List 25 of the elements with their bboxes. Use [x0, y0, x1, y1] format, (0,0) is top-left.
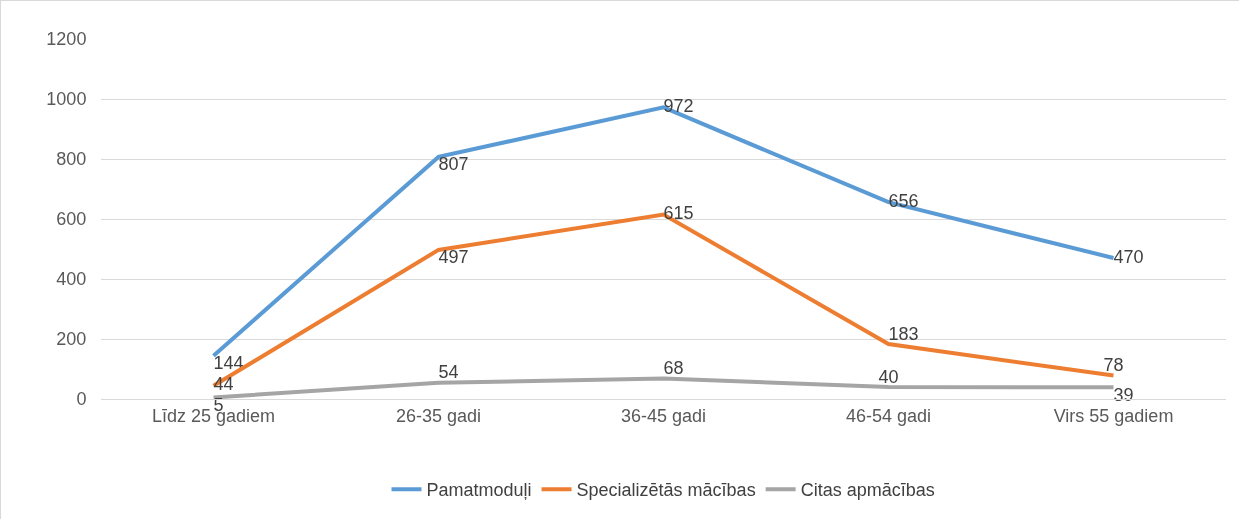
data-label: 470: [1113, 246, 1144, 267]
data-label: 54: [438, 362, 459, 383]
data-label: 497: [438, 247, 469, 268]
x-tick-label: 26-35 gadi: [395, 405, 482, 426]
x-tick-label: Virs 55 gadiem: [1053, 405, 1174, 426]
y-tick-label: 1000: [46, 89, 87, 110]
data-label: 144: [213, 353, 244, 374]
data-label: 615: [663, 203, 694, 223]
data-label: 972: [663, 95, 694, 116]
data-label: 68: [663, 358, 684, 379]
legend-label: Citas apmācības: [800, 480, 935, 501]
x-tick-label: 36-45 gadi: [620, 405, 707, 426]
y-tick-label: 200: [56, 329, 87, 350]
data-label: 40: [878, 366, 899, 387]
data-label: 78: [1103, 355, 1124, 376]
y-tick-label: 1200: [46, 29, 87, 50]
y-tick-label: 400: [56, 269, 87, 290]
x-tick-label: 46-54 gadi: [845, 405, 932, 426]
y-tick-label: 600: [56, 209, 87, 230]
y-tick-label: 800: [56, 149, 87, 170]
legend-label: Specializētās mācības: [576, 480, 756, 501]
data-label: 807: [438, 154, 469, 175]
data-label: 183: [888, 323, 919, 344]
y-tick-label: 0: [76, 389, 87, 410]
legend-label: Pamatmoduļi: [426, 480, 532, 501]
